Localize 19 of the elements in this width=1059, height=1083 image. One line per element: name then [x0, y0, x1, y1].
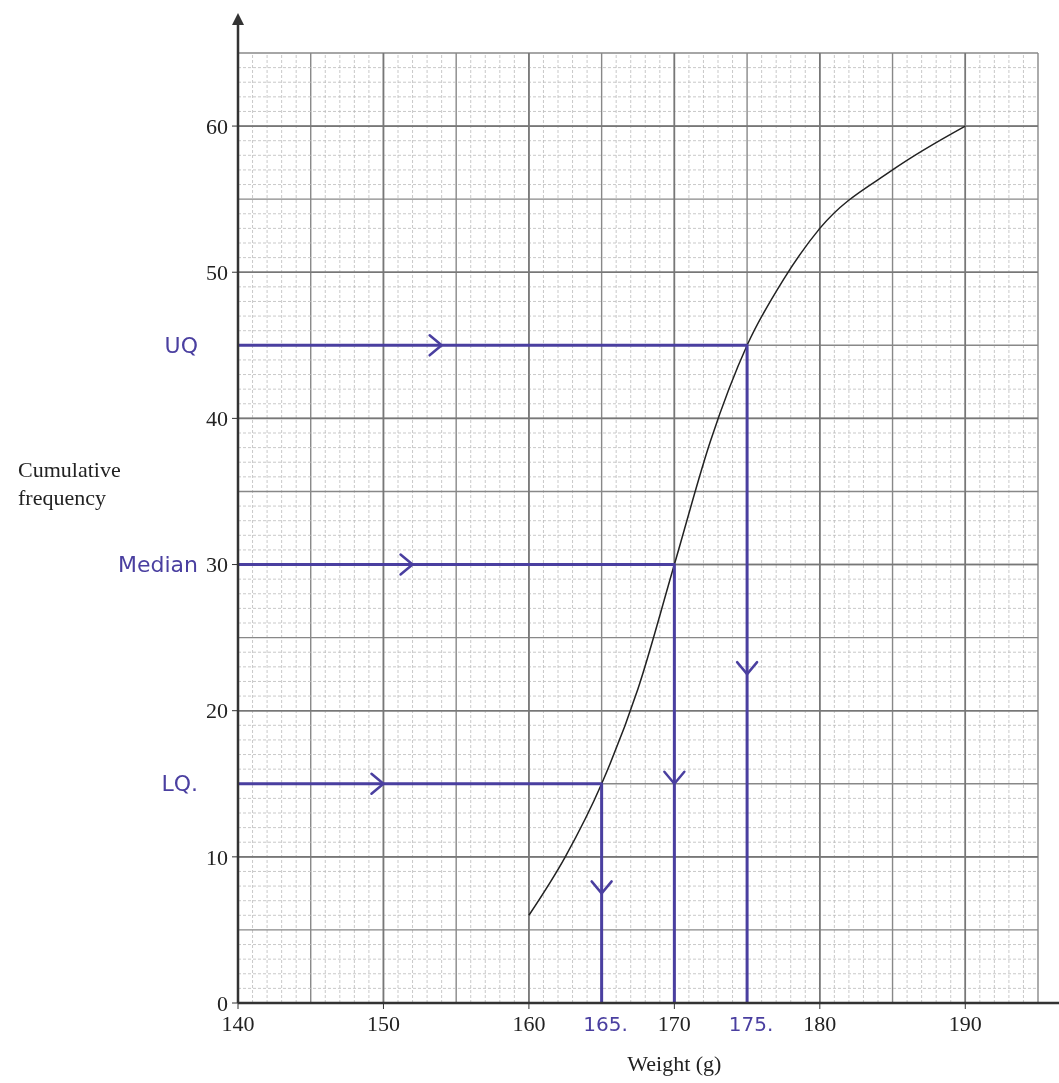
y-tick-label: 60 [206, 113, 228, 139]
x-tick-label: 160 [512, 1011, 546, 1036]
annotation: UQ [164, 333, 198, 359]
y-tick-label: 50 [206, 259, 228, 285]
y-tick-label: 10 [206, 844, 228, 870]
x-tick-label: 180 [803, 1011, 837, 1036]
annotation: LQ. [161, 771, 198, 797]
y-tick-label: 20 [206, 698, 228, 724]
x-tick-label: 150 [366, 1011, 400, 1036]
annotation: 175. [728, 1012, 774, 1036]
x-axis-title: Weight (g) [627, 1051, 722, 1076]
annotation: 165. [583, 1012, 628, 1036]
x-tick-label: 190 [948, 1011, 982, 1036]
line-series [528, 125, 967, 917]
y-axis-title: Cumulative frequency [18, 456, 121, 510]
y-tick-label: 40 [206, 406, 228, 432]
y-tick-label: 30 [206, 552, 228, 578]
annotation: Median [117, 552, 198, 578]
x-tick-label: 170 [657, 1011, 691, 1036]
